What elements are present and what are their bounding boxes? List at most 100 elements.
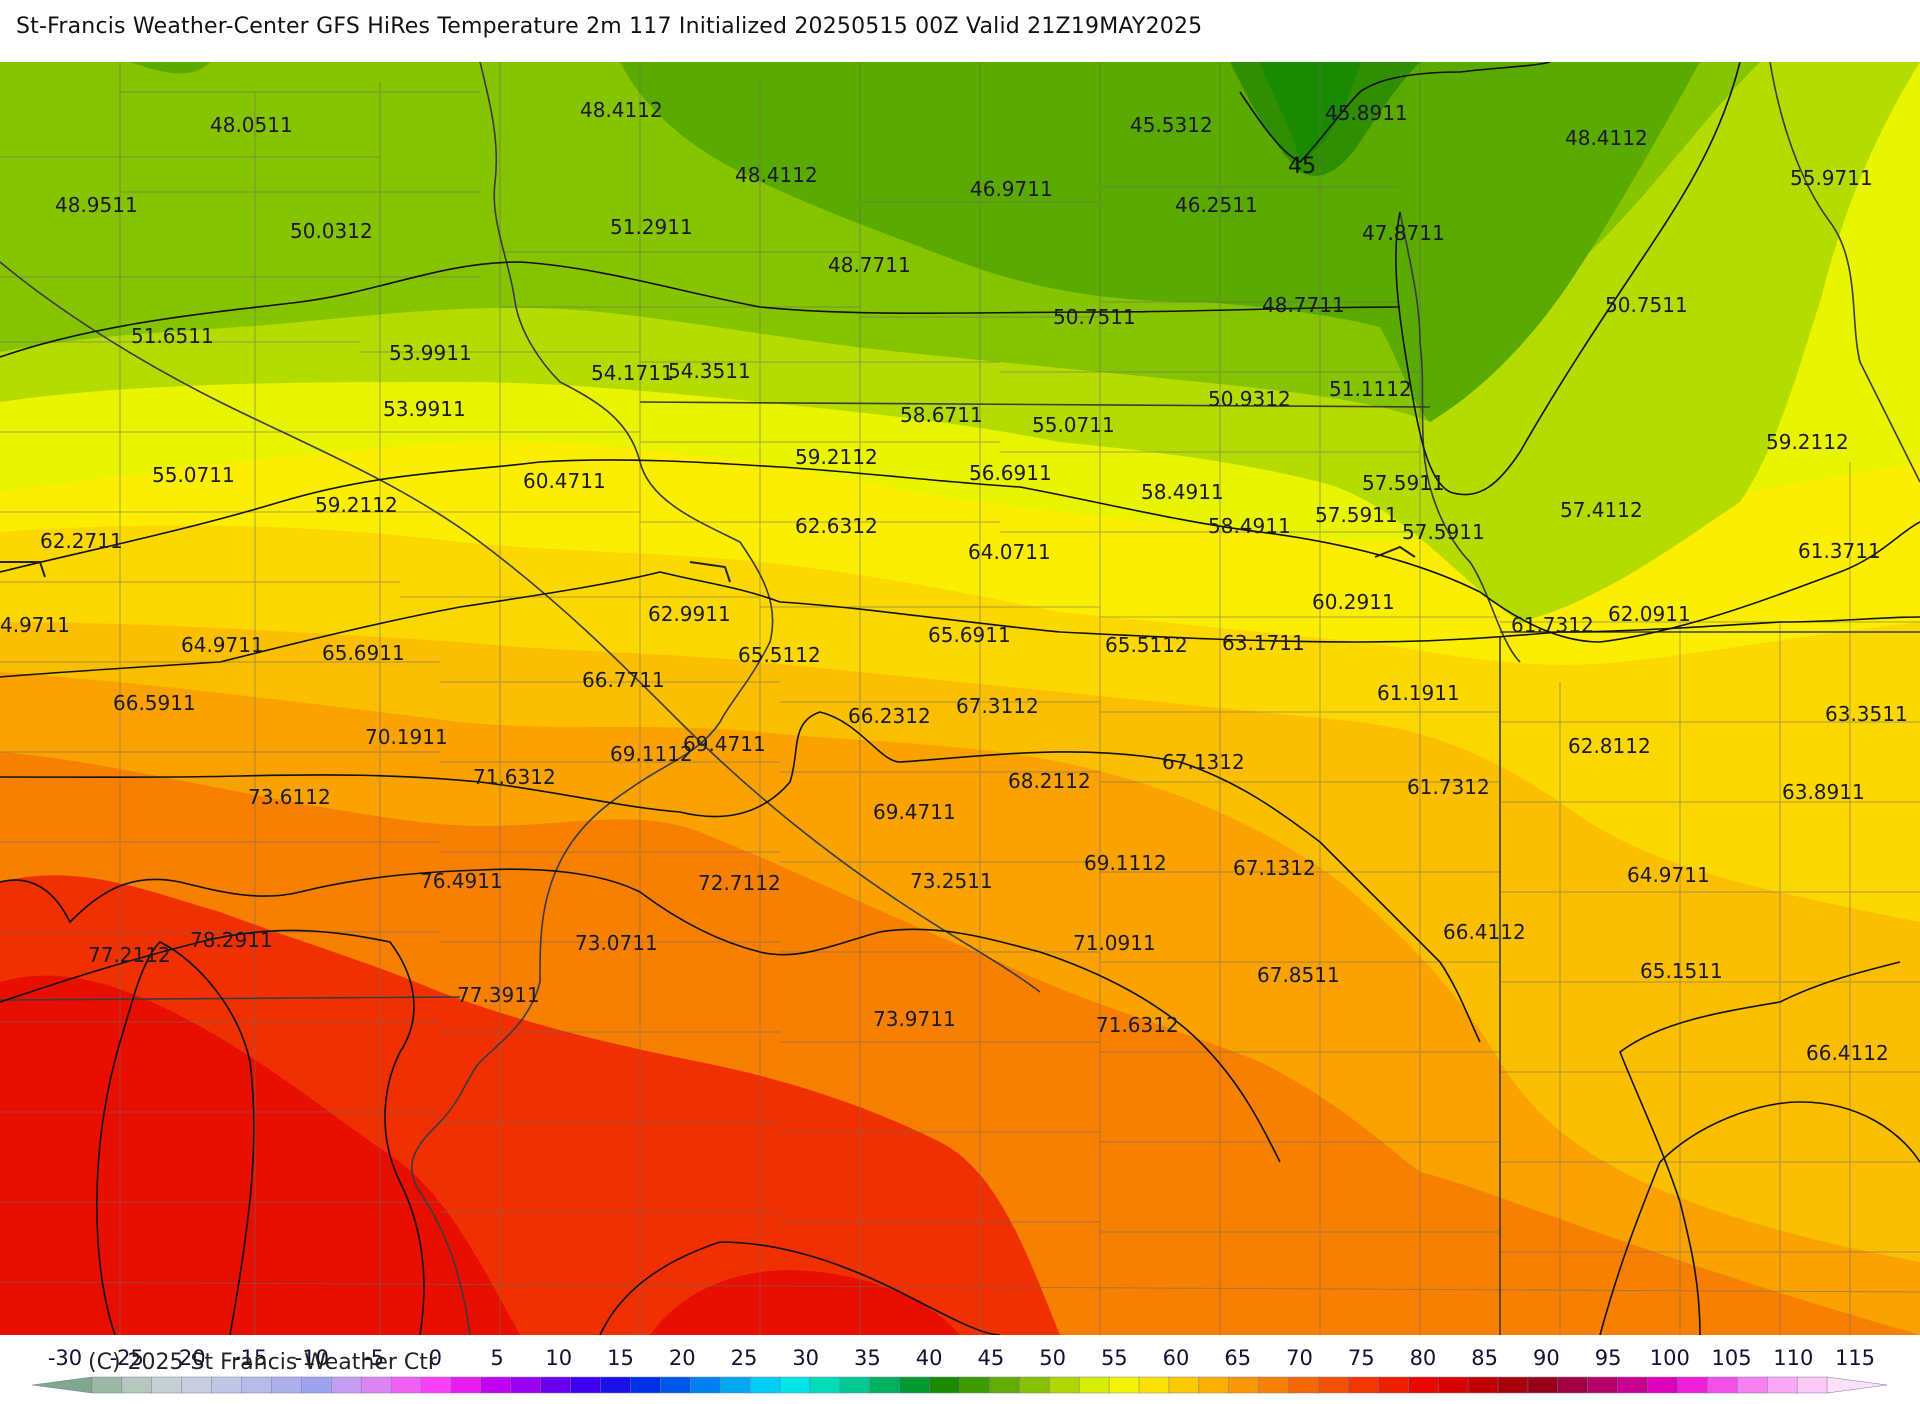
legend-swatch: [809, 1376, 841, 1394]
legend-swatch: [1138, 1376, 1170, 1394]
temp-label: 64.0711: [968, 540, 1051, 564]
temp-label: 54.1711: [591, 361, 674, 385]
legend-swatch: [1378, 1376, 1410, 1394]
barb-east: [1374, 545, 1416, 558]
legend-swatch: [989, 1376, 1021, 1394]
temp-label: 67.1312: [1233, 856, 1316, 880]
legend-swatch: [241, 1376, 273, 1394]
county-lines-v1: [119, 62, 1851, 1335]
temp-label: 53.9911: [389, 341, 472, 365]
legend-tick-label: 80: [1410, 1346, 1437, 1370]
legend-tick-label: 75: [1348, 1346, 1375, 1370]
state-border-diag: [0, 261, 1041, 993]
legend-tick-label: 50: [1039, 1346, 1066, 1370]
temp-label: 61.7312: [1511, 613, 1594, 637]
temp-label: 50.0312: [290, 219, 373, 243]
legend-tick-label: 25: [731, 1346, 758, 1370]
map-title: St-Francis Weather-Center GFS HiRes Temp…: [16, 14, 1203, 39]
temp-label: 50.9312: [1208, 387, 1291, 411]
temp-label: 67.8511: [1257, 963, 1340, 987]
legend-swatch: [660, 1376, 692, 1394]
temp-label: 57.4112: [1560, 498, 1643, 522]
isotherm-2: [1239, 62, 1551, 163]
legend-tick-label: -20: [171, 1346, 205, 1370]
band-50: [620, 62, 1700, 422]
temp-label: 65.6911: [928, 623, 1011, 647]
legend-swatch: [600, 1376, 632, 1394]
temp-label: 45.5312: [1130, 113, 1213, 137]
legend-swatch: [420, 1376, 452, 1394]
temp-label: 73.9711: [873, 1007, 956, 1031]
legend-swatch: [301, 1376, 333, 1394]
legend-tick-label: 90: [1533, 1346, 1560, 1370]
legend-swatch: [91, 1376, 123, 1394]
temp-label: 46.2511: [1175, 193, 1258, 217]
state-border-river-west: [410, 62, 774, 1335]
isotherm-11: [0, 929, 425, 1335]
legend-tick-label: 100: [1650, 1346, 1690, 1370]
temp-label: 58.6711: [900, 403, 983, 427]
temp-label: 48.4112: [580, 98, 663, 122]
legend-swatch: [1348, 1376, 1380, 1394]
legend-tick-label: -25: [110, 1346, 144, 1370]
temp-label: 66.4112: [1443, 920, 1526, 944]
legend-tick-label: 0: [429, 1346, 442, 1370]
temp-label: 59.2112: [1766, 430, 1849, 454]
legend-swatch: [1677, 1376, 1709, 1394]
legend-tick-label: -10: [295, 1346, 329, 1370]
temp-label: 56.6911: [969, 461, 1052, 485]
temp-label: 4.9711: [0, 613, 70, 637]
legend-swatch: [839, 1376, 871, 1394]
legend-tick-label: 70: [1286, 1346, 1313, 1370]
legend-swatch: [1557, 1376, 1589, 1394]
temp-label: 55.0711: [1032, 413, 1115, 437]
legend-swatch: [1168, 1376, 1200, 1394]
isotherm-10: [1619, 961, 1901, 1335]
temp-label: 71.0911: [1073, 931, 1156, 955]
legend-swatch: [450, 1376, 482, 1394]
legend-swatch: [271, 1376, 303, 1394]
temp-label: 67.1312: [1162, 750, 1245, 774]
temp-label: 62.9911: [648, 602, 731, 626]
legend-swatch: [749, 1376, 781, 1394]
contour-label-45: 45: [1288, 154, 1316, 179]
temp-label: 66.7711: [582, 668, 665, 692]
legend-swatch: [1258, 1376, 1290, 1394]
legend-swatch: [1019, 1376, 1051, 1394]
temp-label: 70.1911: [365, 725, 448, 749]
legend-tick-label: 20: [669, 1346, 696, 1370]
isotherm-12: [1599, 1101, 1920, 1335]
isotherm-8: [96, 941, 255, 1335]
temp-label: 51.1112: [1329, 377, 1412, 401]
temperature-map: 48.0511 48.4112 48.4112 45.5312 45.8911 …: [0, 62, 1920, 1335]
legend-swatch: [1767, 1376, 1799, 1394]
barb-west: [0, 561, 46, 578]
legend-swatch: [1408, 1376, 1440, 1394]
legend-tick-label: 15: [607, 1346, 634, 1370]
legend-swatch: [151, 1376, 183, 1394]
band-45b: [1260, 62, 1360, 162]
temp-label: 50.7511: [1605, 293, 1688, 317]
legend-swatch: [1527, 1376, 1559, 1394]
temp-label: 48.4112: [735, 163, 818, 187]
legend-swatch: [121, 1376, 153, 1394]
temp-label: 60.2911: [1312, 590, 1395, 614]
legend-swatch: [1647, 1376, 1679, 1394]
legend-tick-label: -15: [233, 1346, 267, 1370]
temp-label: 63.1711: [1222, 631, 1305, 655]
isotherm-1: [0, 261, 1401, 358]
band-50b: [130, 62, 210, 74]
legend-swatch: [1318, 1376, 1350, 1394]
legend-swatch: [779, 1376, 811, 1394]
temp-label: 59.2112: [795, 445, 878, 469]
legend-swatch: [959, 1376, 991, 1394]
temp-label: 71.6312: [473, 765, 556, 789]
temp-label: 72.7112: [698, 871, 781, 895]
legend-swatch: [181, 1376, 213, 1394]
isotherm-3: [1395, 62, 1741, 496]
legend-swatch: [1497, 1376, 1529, 1394]
temp-label: 73.6112: [248, 785, 331, 809]
temp-label: 57.5911: [1315, 503, 1398, 527]
temp-label: 62.8112: [1568, 734, 1651, 758]
temp-label: 59.2112: [315, 493, 398, 517]
